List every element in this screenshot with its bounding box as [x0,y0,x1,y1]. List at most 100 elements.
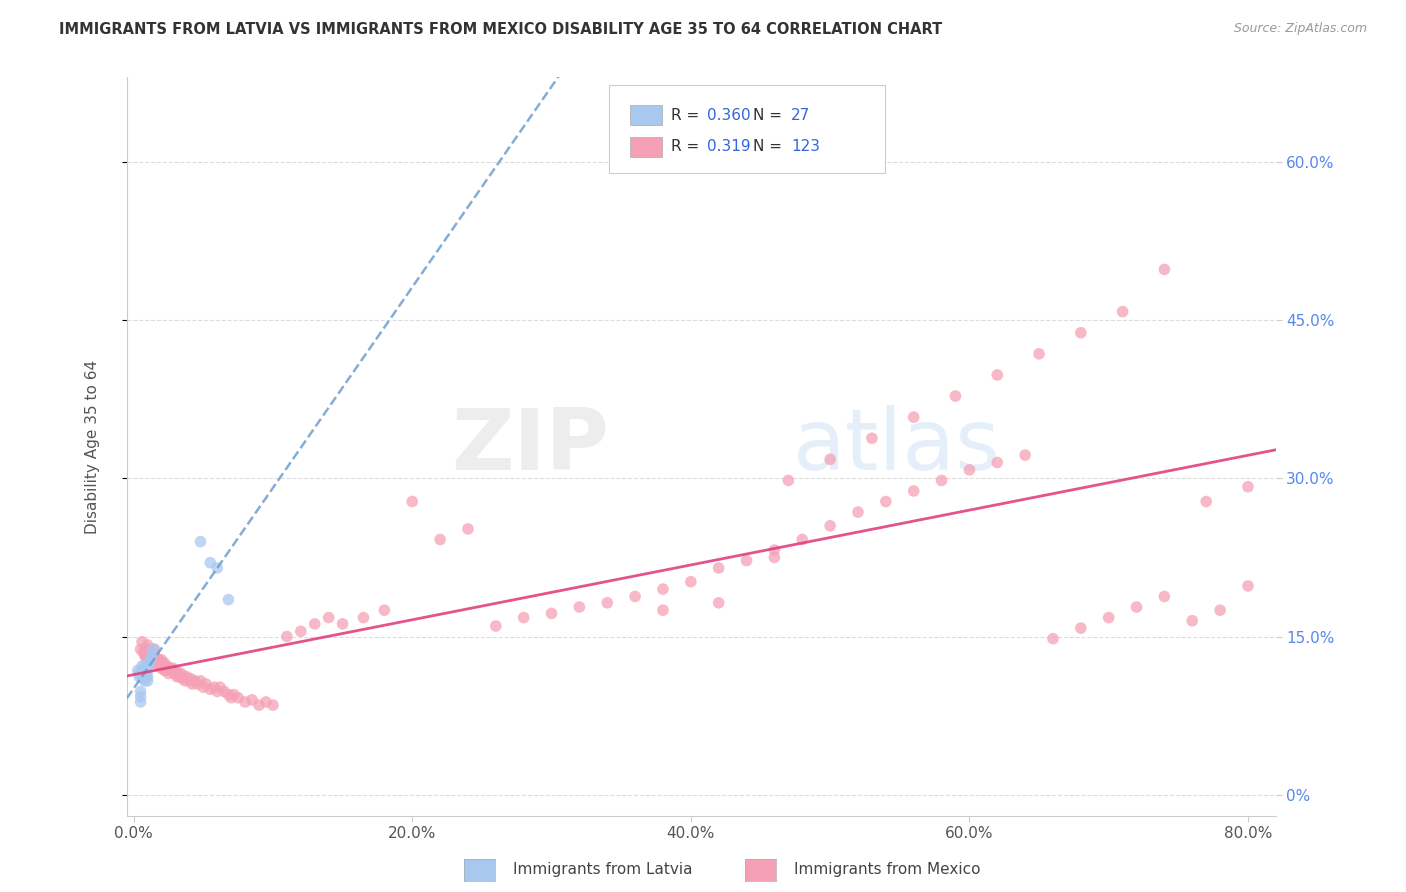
Point [159,661,181,675]
Point [170,666,193,681]
Point [276,630,298,644]
Point [540,607,562,621]
Point [139,645,162,659]
Point [150,653,173,667]
Point [131,663,153,677]
Point [735,553,758,567]
Point [135,670,157,684]
Point [157,666,180,681]
Point [128,666,150,681]
Point [138,642,160,657]
Point [1237,480,1260,494]
Point [217,592,239,607]
Point [163,666,186,681]
Point [1028,347,1050,361]
Point [1237,579,1260,593]
Text: atlas: atlas [793,405,1001,488]
Point [138,656,160,670]
Point [1153,590,1175,604]
Point [903,483,925,498]
Point [160,663,183,677]
Point [143,653,166,667]
Point [353,610,375,624]
Point [148,659,170,673]
Point [1070,326,1092,340]
Point [707,596,730,610]
Point [1153,262,1175,277]
Point [150,661,173,675]
Text: 123: 123 [792,139,820,154]
Point [986,368,1008,382]
Point [153,656,176,670]
Point [1042,632,1064,646]
Point [136,663,159,677]
Point [174,673,197,688]
Point [136,670,159,684]
Point [763,543,786,558]
Text: Immigrants from Mexico: Immigrants from Mexico [794,863,981,877]
Point [1209,603,1232,617]
Point [135,650,157,665]
Point [262,698,284,713]
Point [304,616,326,631]
Text: ZIP: ZIP [451,405,609,488]
Point [512,610,534,624]
Point [219,690,242,705]
Point [945,389,967,403]
Point [652,582,675,596]
Point [332,616,354,631]
Point [129,642,152,657]
Point [139,653,162,667]
Point [127,663,149,677]
Point [200,682,222,697]
Point [132,672,155,686]
Point [134,642,156,657]
Point [132,666,155,681]
Point [167,666,190,681]
Point [778,474,800,488]
Point [142,642,165,657]
Point [134,659,156,673]
Point [318,610,340,624]
Text: N =: N = [754,139,787,154]
Point [165,663,187,677]
Point [129,684,152,698]
Point [254,695,277,709]
Point [1098,610,1121,624]
Point [134,648,156,663]
Point [1181,614,1204,628]
Point [155,663,177,677]
Point [131,635,153,649]
Point [141,648,163,663]
Point [148,653,170,667]
Point [166,670,188,684]
FancyBboxPatch shape [630,136,662,157]
Point [222,688,245,702]
Point [145,650,167,665]
Point [792,533,814,547]
Point [136,673,159,688]
Point [1070,621,1092,635]
Point [129,695,152,709]
Point [568,600,591,615]
Point [138,650,160,665]
Point [860,431,883,445]
Point [957,463,980,477]
Point [818,518,841,533]
Point [429,533,451,547]
Point [149,656,172,670]
Text: 0.360: 0.360 [707,108,751,122]
Point [217,688,239,702]
Point [179,673,201,688]
Point [141,648,163,663]
Point [131,659,153,673]
Point [247,698,270,713]
Point [128,670,150,684]
Point [190,673,212,688]
Point [240,693,263,707]
Point [212,684,235,698]
Text: Immigrants from Latvia: Immigrants from Latvia [513,863,693,877]
Point [679,574,702,589]
Point [875,494,897,508]
Point [135,642,157,657]
